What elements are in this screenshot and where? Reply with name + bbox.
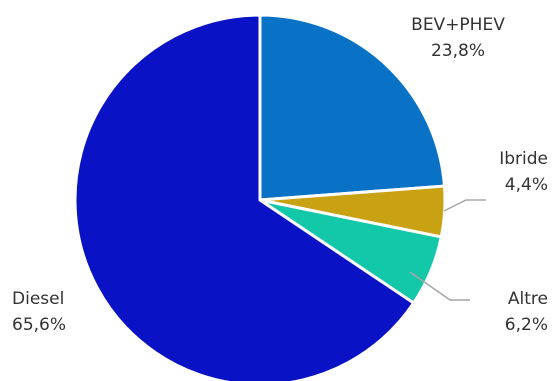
slice-label-value: 23,8% [431, 41, 485, 61]
pie-slice-diesel [73, 13, 416, 381]
slice-label-value: 4,4% [505, 175, 548, 195]
slice-labels: BEV+PHEV 23,8% Ibride 4,4% Altre 6,2% Diesel 65… [12, 15, 548, 335]
slice-label-value: 65,6% [12, 315, 66, 335]
slice-label-name: Diesel [12, 289, 64, 309]
pie-slice-bev-phev [258, 13, 446, 202]
slice-label-name: BEV+PHEV [411, 15, 505, 35]
leader-line-altre [409, 271, 470, 301]
slice-label-name: Ibride [499, 149, 548, 169]
leader-line-ibride [443, 199, 486, 212]
leader-lines [409, 199, 486, 301]
slice-label-name: Altre [508, 289, 548, 309]
slice-label-value: 6,2% [505, 315, 548, 335]
pie-slices [73, 13, 447, 381]
